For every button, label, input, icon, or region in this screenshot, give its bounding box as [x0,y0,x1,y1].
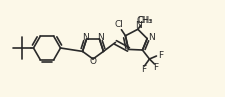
Text: O: O [89,57,96,66]
Text: N: N [147,33,154,42]
Text: CH₃: CH₃ [135,16,151,25]
Text: N: N [135,21,142,30]
Text: F: F [140,65,145,74]
Text: N: N [82,33,88,42]
Text: F: F [152,63,157,72]
Text: Cl: Cl [115,20,123,29]
Text: F: F [157,51,162,60]
Text: CH₃: CH₃ [137,16,152,25]
Text: N: N [97,33,103,42]
